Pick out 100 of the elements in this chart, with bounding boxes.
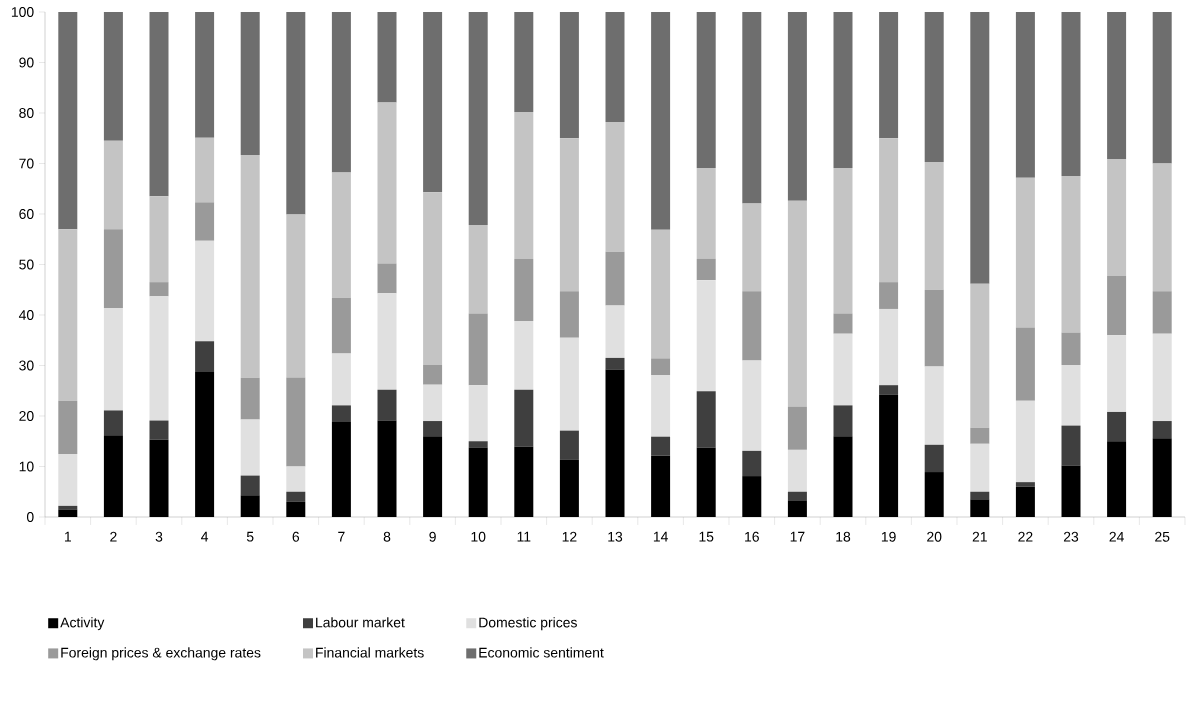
bar — [924, 289, 944, 367]
bar — [468, 11, 488, 226]
bar — [103, 11, 123, 141]
bar — [559, 459, 579, 517]
bar — [605, 305, 625, 358]
x-tick-label: 20 — [927, 531, 942, 542]
bar — [559, 430, 579, 460]
bar — [924, 366, 944, 445]
bar — [149, 439, 169, 517]
bar — [651, 375, 671, 437]
x-tick-label: 25 — [1155, 531, 1170, 542]
x-tick-label: 14 — [653, 531, 668, 542]
bar — [103, 435, 123, 517]
bar — [924, 11, 944, 162]
bar — [514, 389, 534, 447]
bar — [787, 11, 807, 201]
bar — [240, 154, 260, 378]
bar — [1152, 11, 1172, 164]
bar — [1061, 176, 1081, 333]
bar — [559, 138, 579, 292]
bar — [149, 11, 169, 197]
bar — [787, 406, 807, 450]
bar — [286, 491, 306, 502]
bar — [423, 192, 443, 365]
bar — [1152, 291, 1172, 334]
bar — [1061, 364, 1081, 426]
bar — [240, 475, 260, 496]
bar — [1152, 421, 1172, 439]
bar — [423, 11, 443, 193]
bar — [559, 291, 579, 338]
bar — [195, 11, 215, 138]
bar — [286, 214, 306, 378]
bar — [1061, 11, 1081, 177]
bar — [879, 394, 899, 517]
bar — [970, 443, 990, 492]
bar — [742, 203, 762, 292]
y-tick-label: 20 — [19, 411, 34, 421]
bar — [377, 11, 397, 103]
bar — [514, 111, 534, 259]
bar — [924, 444, 944, 473]
bar — [1152, 438, 1172, 517]
bar — [331, 297, 351, 354]
bar — [377, 102, 397, 264]
x-tick-label: 3 — [155, 531, 163, 542]
y-tick-label: 70 — [19, 158, 34, 169]
x-tick-label: 2 — [110, 531, 117, 542]
bar — [742, 450, 762, 477]
y-tick-label: 50 — [19, 259, 34, 270]
bar — [58, 453, 78, 506]
bar — [559, 11, 579, 139]
bar — [651, 436, 671, 456]
bar — [1107, 11, 1127, 159]
bar — [879, 11, 899, 139]
bar — [605, 369, 625, 517]
bar — [1107, 335, 1127, 412]
bar — [1015, 177, 1035, 328]
x-tick-label: 24 — [1109, 531, 1124, 542]
bar — [331, 422, 351, 517]
bar — [331, 11, 351, 173]
bar — [605, 251, 625, 306]
bar — [1107, 158, 1127, 277]
bar — [195, 341, 215, 373]
x-tick-label: 8 — [383, 531, 391, 542]
bar — [240, 495, 260, 517]
bar — [149, 196, 169, 283]
bar — [742, 476, 762, 517]
x-tick-label: 23 — [1063, 531, 1079, 542]
bar — [468, 385, 488, 442]
x-tick-label: 4 — [201, 531, 209, 542]
y-tick-label: 60 — [19, 209, 34, 219]
bar — [1015, 482, 1035, 487]
bar — [58, 509, 78, 517]
bar — [240, 11, 260, 155]
bar — [787, 200, 807, 407]
bar — [103, 229, 123, 308]
bar — [286, 377, 306, 467]
bar — [1015, 327, 1035, 401]
bar — [377, 420, 397, 517]
bar — [149, 420, 169, 440]
bar — [1152, 333, 1172, 422]
bar — [970, 11, 990, 284]
bar — [924, 161, 944, 290]
bar — [742, 291, 762, 361]
y-tick-label: 0 — [26, 512, 34, 522]
x-tick-label: 12 — [562, 531, 577, 542]
bar — [1107, 441, 1127, 517]
bar — [514, 446, 534, 517]
x-tick-label: 10 — [471, 531, 486, 542]
bar — [742, 11, 762, 204]
bar — [879, 138, 899, 283]
bar — [514, 321, 534, 390]
bar — [787, 500, 807, 517]
bar — [1107, 411, 1127, 442]
legend-label: Domestic prices — [479, 617, 577, 631]
bar — [651, 11, 671, 230]
x-tick-label: 15 — [699, 531, 714, 542]
bar — [970, 427, 990, 444]
bar — [331, 405, 351, 423]
bar — [833, 436, 853, 517]
bar — [696, 258, 716, 281]
